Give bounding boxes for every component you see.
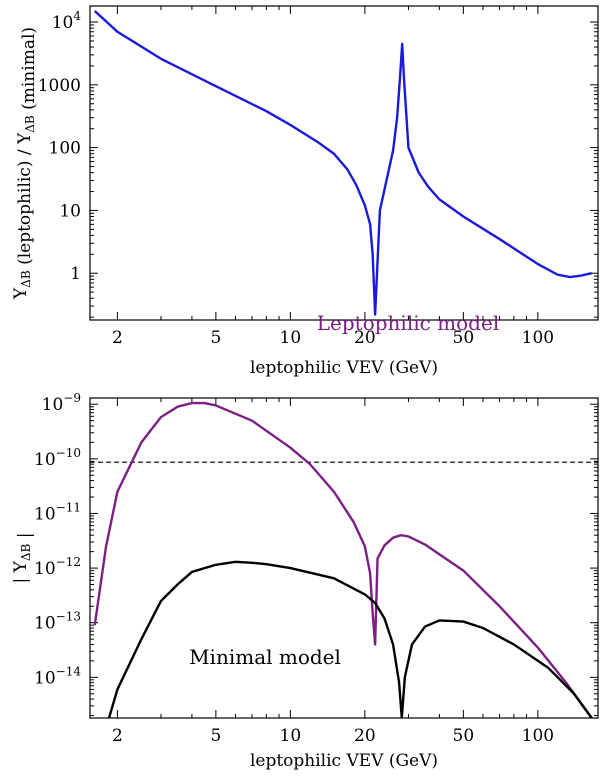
x-tick-label: 2 [112,328,123,348]
plot-frame [89,5,599,321]
y-axis-label: | YΔB | [11,533,35,584]
series-line-0 [93,10,592,316]
x-tick-label: 5 [210,726,221,746]
annotation-leptophilic-model: Leptophilic model [317,311,499,335]
annotation-minimal-model: Minimal model [189,645,341,669]
series-line-leptophilic-model [93,401,593,718]
ticks [90,6,598,320]
y-axis-label: YΔB (leptophilic) / YΔB (minimal) [11,27,39,300]
y-tick-label: 10 [59,201,81,221]
y-tick-label: 10−9 [42,391,81,415]
x-tick-label: 10 [280,726,302,746]
x-tick-label: 100 [522,726,554,746]
x-tick-label: 20 [354,328,376,348]
x-tick-label: 2 [112,726,123,746]
x-tick-label: 50 [453,726,475,746]
plot-area [90,401,598,718]
y-tick-label: 10−14 [34,664,81,688]
baryon-asymmetry-panel: 2 5 10 20 50 100 10−14 10−13 10−12 10−11 10−10 10−9… [11,311,599,771]
plot-frame [89,397,599,719]
series-line-minimal-model [107,560,593,718]
y-tick-label: 10−11 [34,500,81,524]
ratio-panel: 2 5 10 20 50 100 1 10 100 1000 104 leptophilic VEV … [11,5,599,378]
y-tick-label: 10−10 [34,446,81,470]
y-tick-label: 10−12 [34,555,81,579]
x-tick-label: 5 [210,328,221,348]
y-tick-label: 10−13 [34,610,81,634]
ticks [90,398,598,718]
x-tick-label: 10 [280,328,302,348]
y-tick-label: 1000 [38,76,81,96]
y-tick-label: 100 [49,139,81,159]
y-tick-label: 104 [52,9,82,33]
y-tick-label: 1 [70,264,81,284]
plot-area [93,10,592,316]
x-axis-label: leptophilic VEV (GeV) [250,751,438,771]
x-axis-label: leptophilic VEV (GeV) [250,358,438,378]
x-tick-label: 100 [522,328,554,348]
x-tick-label: 20 [354,726,376,746]
x-tick-label: 50 [453,328,475,348]
